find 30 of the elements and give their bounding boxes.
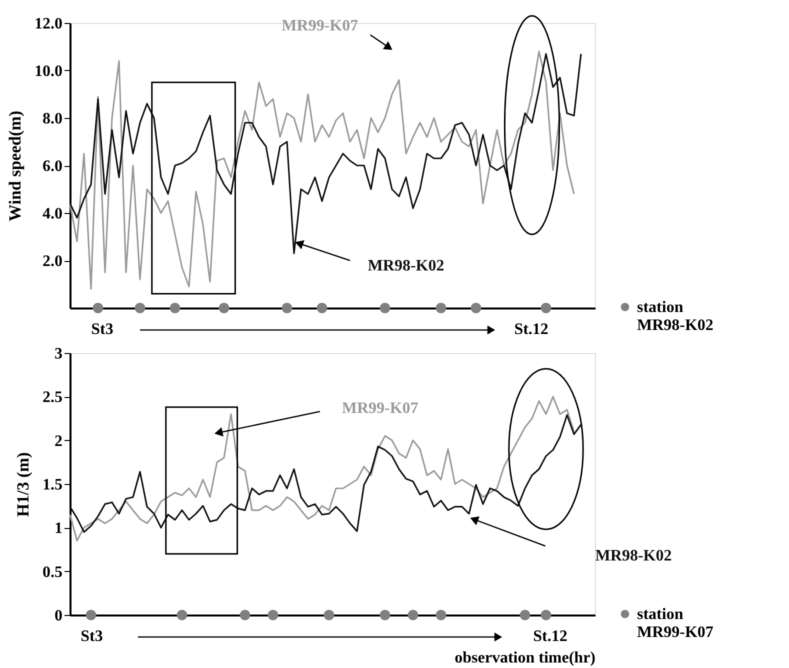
text: St.12 bbox=[533, 628, 568, 645]
y-tick-label: 8.0 bbox=[42, 110, 62, 128]
text: St.12 bbox=[514, 321, 548, 338]
line-series bbox=[69, 53, 582, 254]
y-tick-label: 6.0 bbox=[42, 158, 62, 175]
line-series bbox=[69, 396, 575, 542]
y-tick-label: 1.5 bbox=[42, 476, 62, 494]
line-series bbox=[69, 50, 575, 290]
line-series bbox=[69, 414, 582, 533]
y-tick-label: 2 bbox=[54, 432, 62, 450]
y-tick-label: 4.0 bbox=[42, 206, 62, 222]
text: MR99-K07 bbox=[282, 17, 358, 34]
y-tick-label: 1 bbox=[54, 520, 62, 538]
y-tick-label: 10.0 bbox=[34, 63, 62, 80]
y-axis-title: H1/3 (m) bbox=[14, 452, 32, 517]
x-axis-title: observation time(hr) bbox=[454, 650, 596, 666]
y-tick-label: 3 bbox=[54, 346, 62, 362]
text: St3 bbox=[91, 321, 114, 338]
text: St3 bbox=[80, 628, 103, 645]
y-tick-label: 0 bbox=[54, 608, 62, 624]
y-tick-label: 12.0 bbox=[34, 16, 62, 32]
series-label: MR99-K07 bbox=[342, 400, 418, 418]
legend-label: station MR98-K02 bbox=[637, 299, 714, 334]
y-axis-title: Wind speed(m) bbox=[6, 110, 24, 222]
y-tick-label: 2.5 bbox=[42, 389, 62, 406]
text: MR98-K02 bbox=[595, 548, 672, 565]
legend-label: station MR99-K07 bbox=[637, 606, 714, 641]
text: MR98-K02 bbox=[368, 257, 444, 274]
y-tick-label: 2.0 bbox=[42, 253, 62, 270]
y-tick-label: 0.5 bbox=[42, 564, 62, 581]
